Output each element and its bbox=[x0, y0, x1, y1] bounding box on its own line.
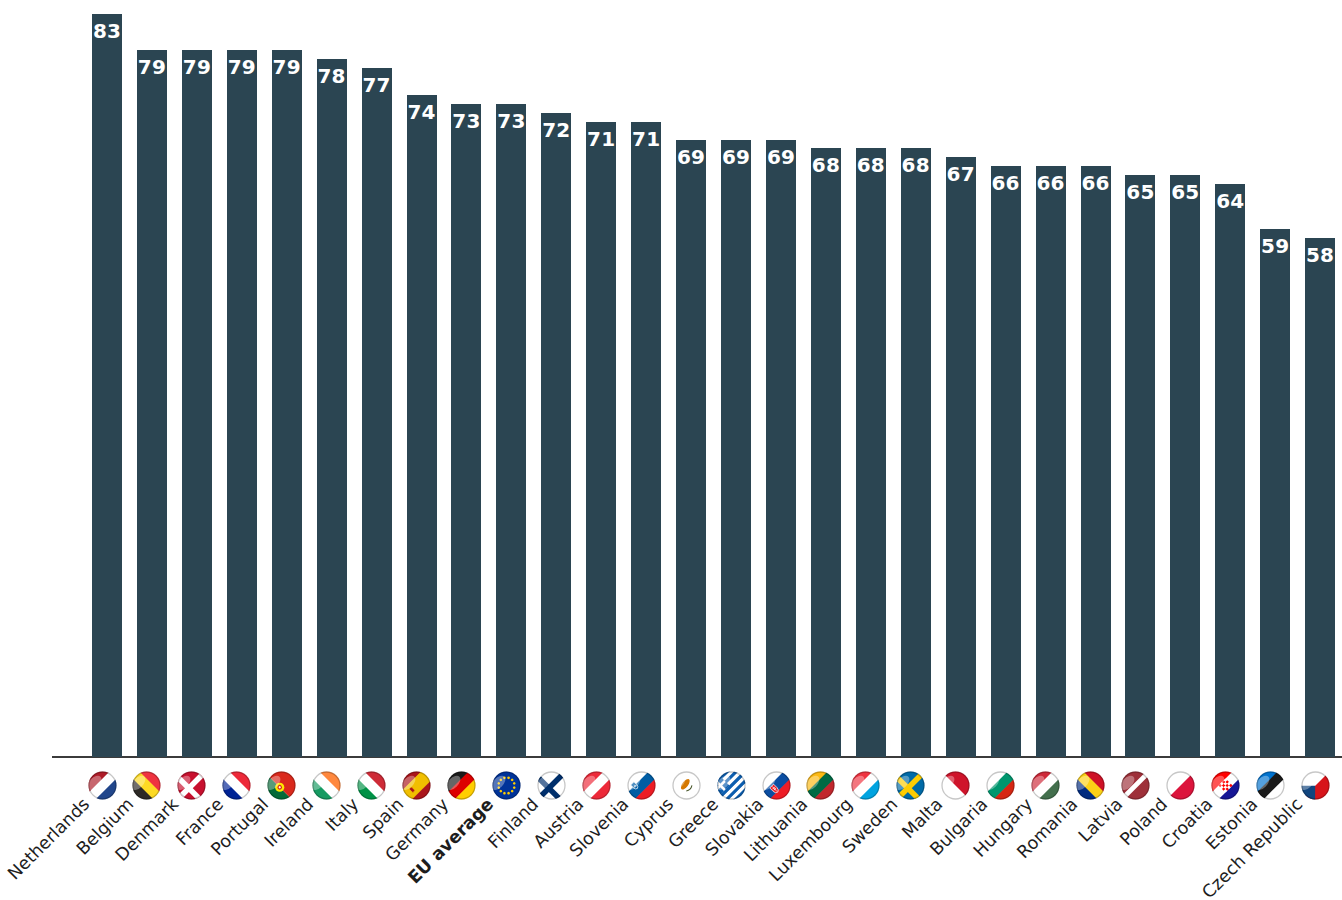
bar-value-portugal: 79 bbox=[265, 57, 309, 77]
bar-value-austria: 71 bbox=[579, 129, 623, 149]
bar-value-germany: 73 bbox=[444, 111, 488, 131]
bar-portugal bbox=[272, 50, 302, 757]
bar-value-ireland: 78 bbox=[310, 66, 354, 86]
bar-spain bbox=[407, 95, 437, 757]
bar-italy bbox=[362, 68, 392, 757]
bar-chart: 8379797979787774737372717169696968686867… bbox=[0, 0, 1342, 900]
bar-value-luxembourg: 68 bbox=[849, 155, 893, 175]
bar-latvia bbox=[1125, 175, 1155, 757]
bar-czech-republic bbox=[1305, 238, 1335, 757]
bar-romania bbox=[1081, 166, 1111, 757]
bar-value-czech-republic: 58 bbox=[1298, 245, 1342, 265]
bar-value-italy: 77 bbox=[355, 75, 399, 95]
bar-value-spain: 74 bbox=[400, 102, 444, 122]
bar-france bbox=[227, 50, 257, 757]
bar-poland bbox=[1170, 175, 1200, 757]
bar-sweden bbox=[901, 148, 931, 757]
bar-slovenia bbox=[631, 122, 661, 757]
bar-denmark bbox=[182, 50, 212, 757]
bar-eu-average bbox=[496, 104, 526, 757]
bar-greece bbox=[721, 140, 751, 758]
bar-value-croatia: 64 bbox=[1208, 191, 1252, 211]
bar-lithuania bbox=[811, 148, 841, 757]
bar-germany bbox=[451, 104, 481, 757]
bar-value-finland: 72 bbox=[534, 120, 578, 140]
bar-finland bbox=[541, 113, 571, 757]
bar-bulgaria bbox=[991, 166, 1021, 757]
bar-value-romania: 66 bbox=[1074, 173, 1118, 193]
bar-value-bulgaria: 66 bbox=[984, 173, 1028, 193]
bar-value-france: 79 bbox=[220, 57, 264, 77]
bar-cyprus bbox=[676, 140, 706, 758]
bar-value-eu-average: 73 bbox=[489, 111, 533, 131]
czech-republic-flag-icon bbox=[1295, 765, 1336, 806]
bar-austria bbox=[586, 122, 616, 757]
bar-ireland bbox=[317, 59, 347, 757]
bar-luxembourg bbox=[856, 148, 886, 757]
bar-belgium bbox=[137, 50, 167, 757]
bar-croatia bbox=[1215, 184, 1245, 757]
bar-value-lithuania: 68 bbox=[804, 155, 848, 175]
bar-value-greece: 69 bbox=[714, 147, 758, 167]
bar-value-estonia: 59 bbox=[1253, 236, 1297, 256]
bar-value-slovenia: 71 bbox=[624, 129, 668, 149]
bar-value-hungary: 66 bbox=[1029, 173, 1073, 193]
bar-netherlands bbox=[92, 14, 122, 757]
bar-value-latvia: 65 bbox=[1118, 182, 1162, 202]
bar-estonia bbox=[1260, 229, 1290, 757]
bar-value-belgium: 79 bbox=[130, 57, 174, 77]
bar-value-poland: 65 bbox=[1163, 182, 1207, 202]
bar-value-slovakia: 69 bbox=[759, 147, 803, 167]
bar-value-malta: 67 bbox=[939, 164, 983, 184]
bar-slovakia bbox=[766, 140, 796, 758]
bar-value-netherlands: 83 bbox=[85, 21, 129, 41]
bar-value-cyprus: 69 bbox=[669, 147, 713, 167]
bar-hungary bbox=[1036, 166, 1066, 757]
bar-malta bbox=[946, 157, 976, 757]
bar-value-sweden: 68 bbox=[894, 155, 938, 175]
bar-value-denmark: 79 bbox=[175, 57, 219, 77]
